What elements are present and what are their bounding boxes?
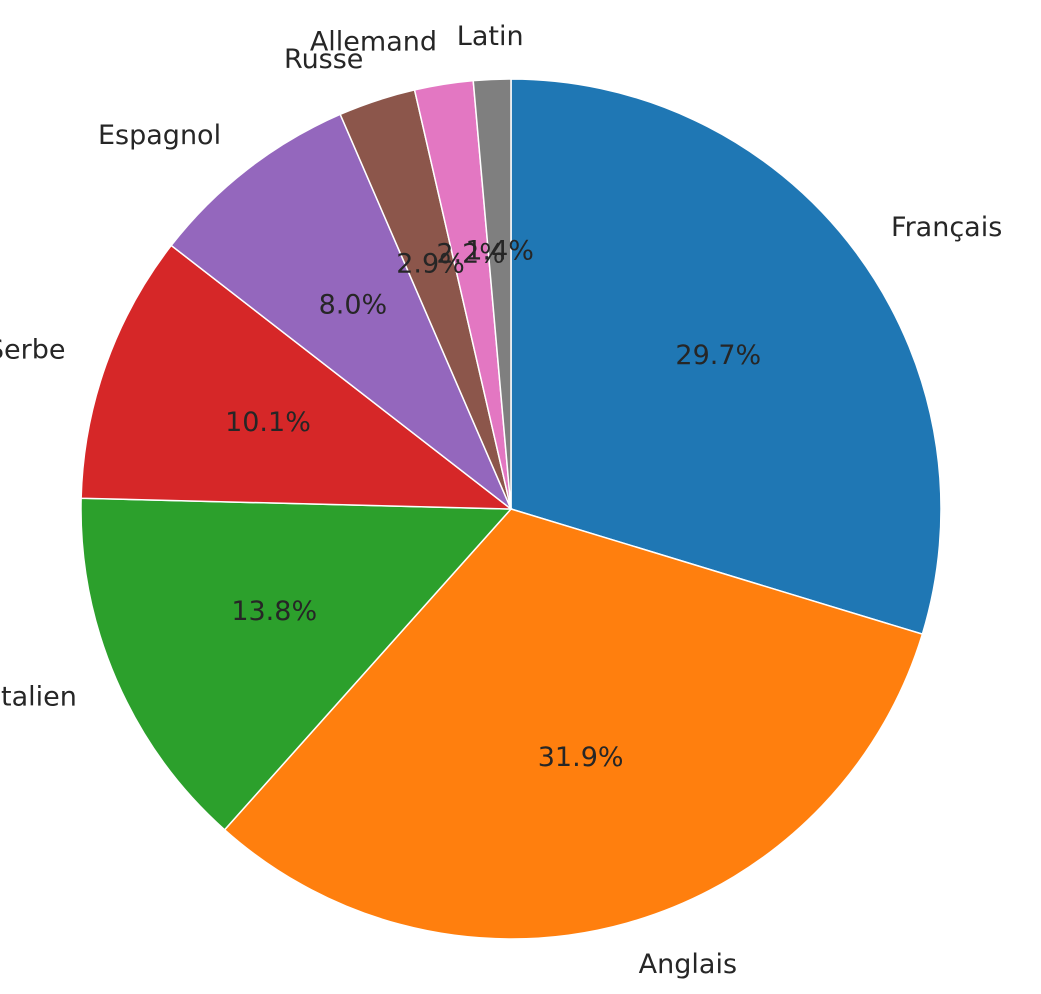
pct-label-serbe: 10.1% — [225, 407, 311, 438]
pct-label-anglais: 31.9% — [538, 742, 624, 773]
pct-label-francais: 29.7% — [675, 340, 761, 371]
category-label-allemand: Allemand — [310, 26, 437, 57]
category-label-espagnol: Espagnol — [98, 120, 221, 151]
category-label-francais: Français — [891, 212, 1002, 243]
pct-label-espagnol: 8.0% — [319, 290, 388, 321]
pct-label-latin: 1.4% — [465, 236, 534, 267]
category-label-latin: Latin — [457, 21, 524, 52]
category-label-anglais: Anglais — [639, 949, 737, 980]
slices-layer — [80, 78, 942, 940]
pie-slice-latin — [472, 78, 512, 510]
pie-slice-anglais — [223, 508, 924, 940]
labels-layer: 29.7% Français 31.9% Anglais 13.8% Italien 10.… — [0, 21, 1002, 980]
category-label-italien: Italien — [0, 681, 77, 712]
pct-label-allemand: 2.2% — [436, 239, 505, 270]
pie-slice-italien — [80, 497, 513, 831]
pie-slice-serbe — [80, 244, 514, 510]
pie-slice-francais — [510, 78, 942, 636]
pct-label-russe: 2.9% — [396, 248, 465, 279]
pie-slice-espagnol — [170, 113, 512, 510]
category-label-serbe: Serbe — [0, 335, 65, 366]
category-label-russe: Russe — [284, 44, 363, 75]
pct-label-italien: 13.8% — [231, 596, 317, 627]
